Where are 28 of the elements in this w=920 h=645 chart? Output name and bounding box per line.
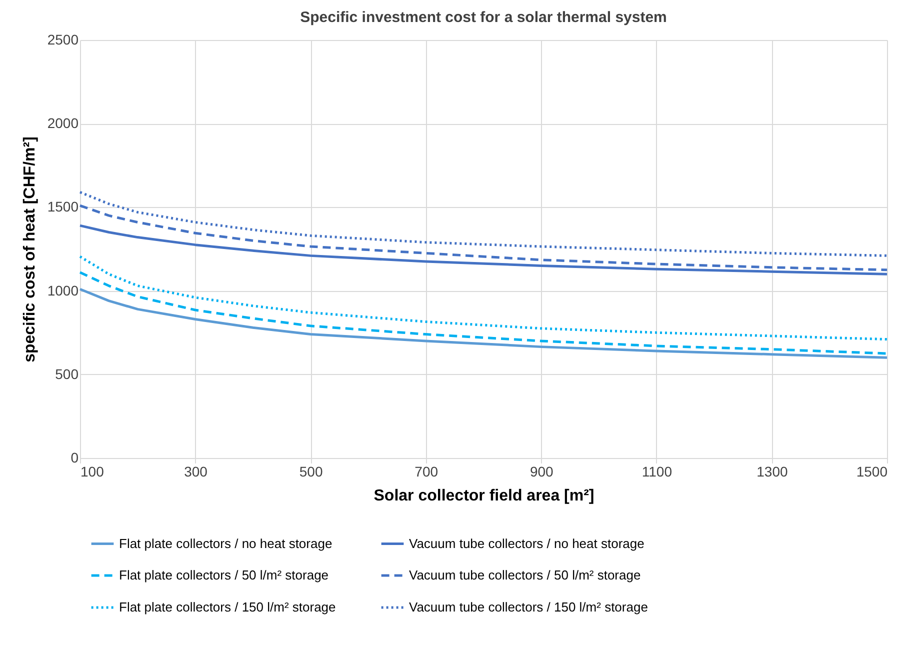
x-tick-label: 300 xyxy=(184,464,208,480)
x-tick-label: 100 xyxy=(80,464,104,480)
y-tick-label: 1000 xyxy=(47,282,79,298)
legend-label: Flat plate collectors / no heat storage xyxy=(119,536,332,551)
legend-label: Vacuum tube collectors / no heat storage xyxy=(409,536,644,551)
legend-label: Flat plate collectors / 50 l/m² storage xyxy=(119,568,329,582)
legend-label: Flat plate collectors / 150 l/m² storage xyxy=(119,600,336,614)
chart-title: Specific investment cost for a solar thermal system xyxy=(300,9,667,26)
x-tick-label: 1500 xyxy=(856,464,888,480)
x-tick-label: 900 xyxy=(530,464,554,480)
y-tick-label: 2500 xyxy=(47,32,79,48)
line-series xyxy=(78,204,888,272)
line-series xyxy=(78,271,888,355)
legend-label: Vacuum tube collectors / 150 l/m² storage xyxy=(409,600,648,614)
x-tick-label: 500 xyxy=(299,464,323,480)
x-tick-label: 1100 xyxy=(642,464,672,480)
line-series xyxy=(78,190,888,257)
x-tick-label: 700 xyxy=(414,464,438,480)
line-series xyxy=(78,288,888,359)
x-tick-label: 1300 xyxy=(756,464,788,480)
line-series xyxy=(78,255,888,341)
x-axis-title: Solar collector field area [m²] xyxy=(374,488,594,504)
y-tick-label: 2000 xyxy=(47,115,79,132)
y-tick-label: 1500 xyxy=(47,198,79,215)
y-axis-title: specific cost of heat [CHF/m²] xyxy=(21,136,38,362)
y-tick-label: 0 xyxy=(70,450,79,466)
y-tick-label: 500 xyxy=(55,366,79,382)
legend-label: Vacuum tube collectors / 50 l/m² storage xyxy=(409,568,641,582)
